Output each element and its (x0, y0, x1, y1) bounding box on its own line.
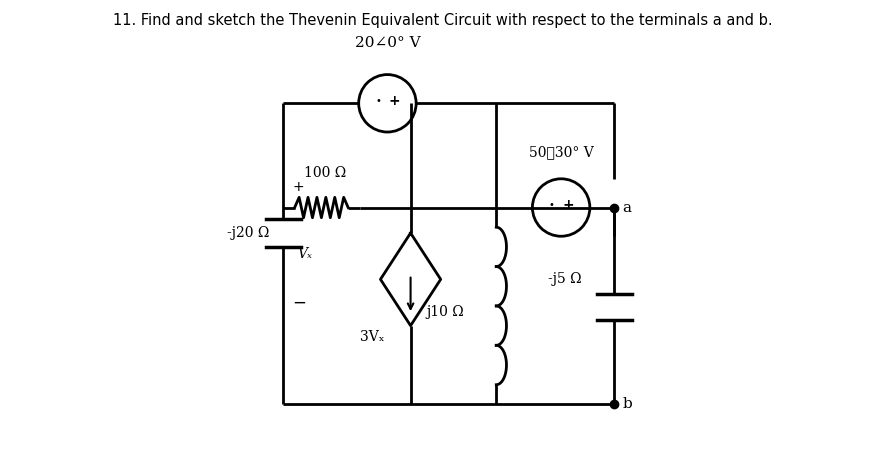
Text: -j20 Ω: -j20 Ω (228, 226, 269, 240)
Text: +: + (563, 198, 574, 212)
Text: j10 Ω: j10 Ω (426, 305, 464, 319)
Text: Vₓ: Vₓ (297, 247, 312, 261)
Text: •: • (375, 96, 381, 106)
Text: -j5 Ω: -j5 Ω (548, 272, 582, 286)
Text: 3Vₓ: 3Vₓ (361, 330, 385, 344)
Text: b: b (623, 397, 633, 411)
Text: 100 Ω: 100 Ω (304, 166, 346, 180)
Text: −: − (292, 294, 307, 311)
Text: 20∠0° V: 20∠0° V (354, 36, 420, 50)
Text: +: + (389, 94, 400, 108)
Text: 50∢30° V: 50∢30° V (529, 145, 594, 159)
Text: a: a (623, 200, 632, 214)
Text: +: + (292, 180, 304, 194)
Text: •: • (549, 200, 555, 210)
Text: 11. Find and sketch the Thevenin Equivalent Circuit with respect to the terminal: 11. Find and sketch the Thevenin Equival… (113, 13, 773, 28)
